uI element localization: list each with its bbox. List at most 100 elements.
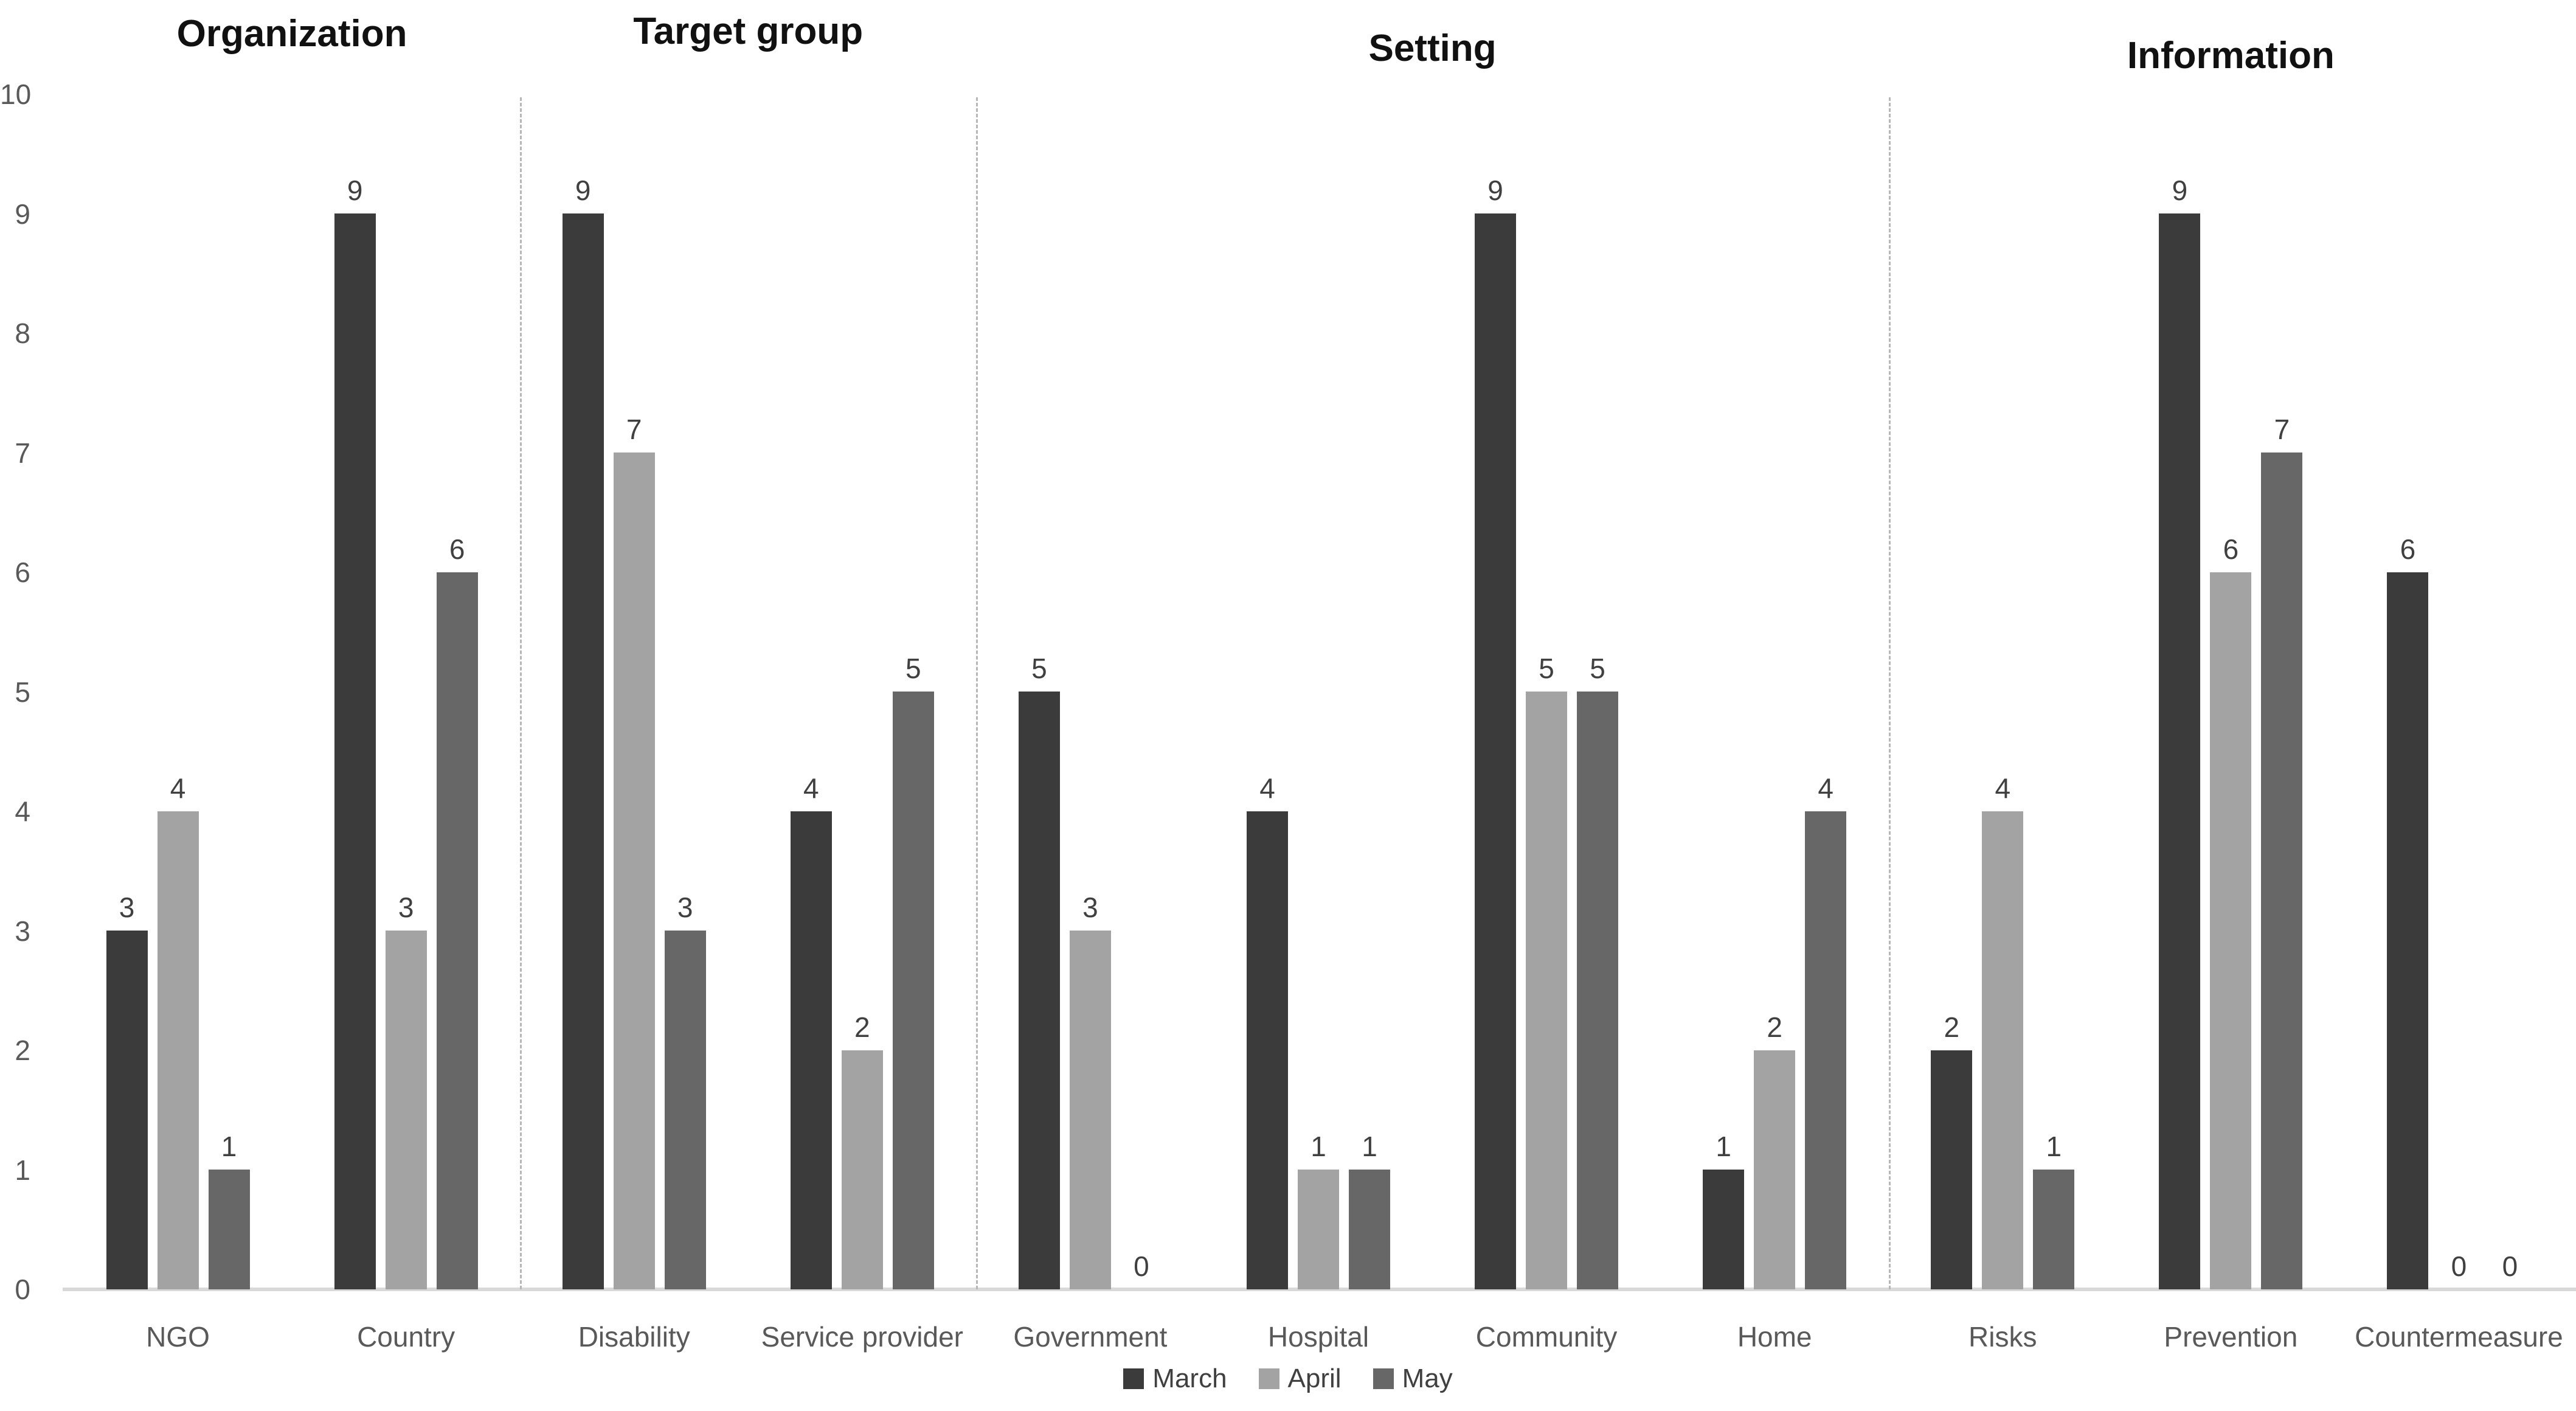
data-label-disability-may: 3 xyxy=(677,892,693,923)
category-label-government: Government xyxy=(1013,1321,1168,1353)
section-title-organization: Organization xyxy=(176,13,407,55)
data-label-hospital-april: 1 xyxy=(1311,1131,1326,1162)
bar-hospital-april xyxy=(1298,1170,1339,1289)
chart-legend: March April May xyxy=(0,1364,2576,1394)
section-separator xyxy=(976,97,978,1289)
y-axis-tick-label: 4 xyxy=(15,796,30,827)
data-label-service-provider-april: 2 xyxy=(854,1011,870,1043)
data-label-government-may: 0 xyxy=(1134,1250,1149,1282)
y-axis-tick-label: 1 xyxy=(15,1154,30,1186)
category-label-service-provider: Service provider xyxy=(761,1321,963,1353)
category-label-home: Home xyxy=(1737,1321,1812,1353)
legend-item-may: May xyxy=(1373,1364,1453,1394)
bar-prevention-april xyxy=(2210,572,2252,1289)
data-label-countermeasure-april: 0 xyxy=(2451,1250,2467,1282)
data-label-risks-march: 2 xyxy=(1944,1011,1960,1043)
bar-ngo-may xyxy=(208,1170,250,1289)
bar-service-provider-may xyxy=(892,692,934,1289)
data-label-risks-april: 4 xyxy=(1995,772,2011,804)
data-label-hospital-march: 4 xyxy=(1259,772,1275,804)
section-title-information: Information xyxy=(2127,35,2335,77)
legend-label-may: May xyxy=(1402,1364,1453,1393)
legend-swatch-may xyxy=(1373,1368,1394,1389)
data-label-community-march: 9 xyxy=(1487,175,1503,206)
data-label-community-april: 5 xyxy=(1539,653,1554,684)
category-label-disability: Disability xyxy=(578,1321,690,1353)
y-axis-tick-label: 9 xyxy=(15,198,30,230)
y-axis-tick-label: 7 xyxy=(15,437,30,469)
data-label-service-provider-march: 4 xyxy=(803,772,819,804)
category-label-prevention: Prevention xyxy=(2164,1321,2298,1353)
bar-government-april xyxy=(1069,931,1111,1289)
bar-hospital-march xyxy=(1247,811,1288,1289)
data-label-hospital-may: 1 xyxy=(1362,1131,1377,1162)
data-label-country-april: 3 xyxy=(398,892,414,923)
section-separator xyxy=(1888,97,1891,1289)
legend-swatch-march xyxy=(1123,1368,1144,1389)
data-label-government-april: 3 xyxy=(1082,892,1098,923)
legend-item-march: March xyxy=(1123,1364,1227,1394)
data-label-country-march: 9 xyxy=(347,175,363,206)
bar-home-april xyxy=(1754,1050,1796,1289)
bar-countermeasure-march xyxy=(2387,572,2429,1289)
bar-risks-march xyxy=(1931,1050,1973,1289)
bar-government-march xyxy=(1018,692,1060,1289)
y-axis-tick-label: 6 xyxy=(15,556,30,588)
category-label-community: Community xyxy=(1475,1321,1618,1353)
bar-risks-may xyxy=(2033,1170,2075,1289)
category-label-country: Country xyxy=(357,1321,455,1353)
bar-country-may xyxy=(436,572,478,1289)
data-label-home-march: 1 xyxy=(1716,1131,1731,1162)
legend-label-march: March xyxy=(1152,1364,1227,1393)
data-label-disability-march: 9 xyxy=(575,175,591,206)
data-label-home-may: 4 xyxy=(1818,772,1833,804)
section-separator xyxy=(520,97,522,1289)
bar-service-provider-march xyxy=(790,811,832,1289)
section-title-target-group: Target group xyxy=(633,10,864,52)
bar-disability-march xyxy=(562,213,604,1289)
data-label-community-may: 5 xyxy=(1590,653,1605,684)
bar-country-april xyxy=(385,931,427,1289)
data-label-home-april: 2 xyxy=(1767,1011,1782,1043)
legend-label-april: April xyxy=(1287,1364,1342,1393)
y-axis-tick-label: 10 xyxy=(0,78,32,110)
category-label-ngo: NGO xyxy=(146,1321,210,1353)
x-axis-line xyxy=(63,1288,2576,1291)
data-label-service-provider-may: 5 xyxy=(905,653,921,684)
data-label-country-may: 6 xyxy=(449,533,465,565)
y-axis-tick-label: 3 xyxy=(15,915,30,947)
bar-community-march xyxy=(1475,213,1517,1289)
y-axis-tick-label: 2 xyxy=(15,1035,30,1066)
bar-disability-april xyxy=(613,452,655,1289)
data-label-ngo-may: 1 xyxy=(221,1131,237,1162)
bar-prevention-march xyxy=(2159,213,2201,1289)
bar-risks-april xyxy=(1982,811,2024,1289)
bar-home-may xyxy=(1805,811,1847,1289)
bar-prevention-may xyxy=(2261,452,2303,1289)
data-label-prevention-april: 6 xyxy=(2223,533,2239,565)
data-label-government-march: 5 xyxy=(1031,653,1047,684)
bar-disability-may xyxy=(664,931,706,1289)
bar-service-provider-april xyxy=(841,1050,883,1289)
data-label-disability-april: 7 xyxy=(626,414,642,445)
data-label-risks-may: 1 xyxy=(2046,1131,2062,1162)
data-label-ngo-march: 3 xyxy=(119,892,135,923)
bar-home-march xyxy=(1703,1170,1745,1289)
legend-item-april: April xyxy=(1258,1364,1342,1394)
data-label-prevention-march: 9 xyxy=(2172,175,2188,206)
data-label-countermeasure-march: 6 xyxy=(2400,533,2416,565)
category-label-countermeasure: Countermeasure xyxy=(2355,1321,2563,1353)
bar-ngo-april xyxy=(157,811,199,1289)
category-label-hospital: Hospital xyxy=(1267,1321,1369,1353)
category-label-risks: Risks xyxy=(1968,1321,2037,1353)
y-axis-tick-label: 5 xyxy=(15,676,30,708)
bar-country-march xyxy=(334,213,376,1289)
bar-community-april xyxy=(1526,692,1568,1289)
legend-swatch-april xyxy=(1258,1368,1279,1389)
data-label-prevention-may: 7 xyxy=(2274,414,2290,445)
data-label-countermeasure-may: 0 xyxy=(2502,1250,2518,1282)
data-label-ngo-april: 4 xyxy=(170,772,186,804)
bar-community-may xyxy=(1577,692,1619,1289)
y-axis-tick-label: 0 xyxy=(15,1274,30,1305)
